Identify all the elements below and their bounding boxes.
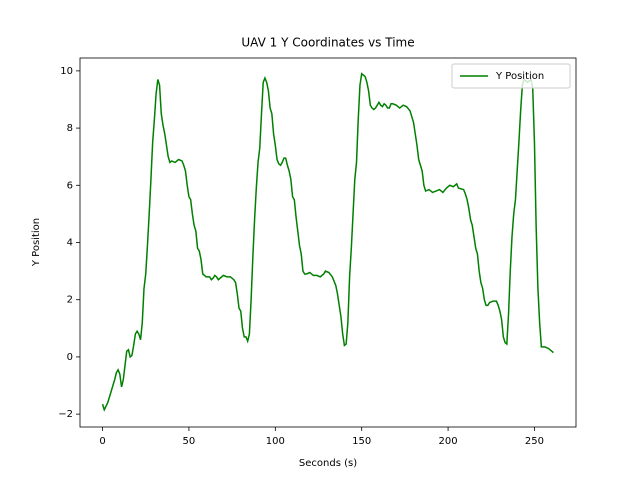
y-tick-label: 8 bbox=[67, 123, 73, 134]
x-tick-label: 50 bbox=[183, 436, 196, 447]
chart-title: UAV 1 Y Coordinates vs Time bbox=[241, 36, 414, 50]
y-tick-label: −2 bbox=[58, 409, 73, 420]
x-tick-label: 100 bbox=[266, 436, 285, 447]
y-tick-label: 6 bbox=[67, 180, 73, 191]
x-tick-label: 200 bbox=[439, 436, 458, 447]
data-line bbox=[101, 72, 554, 412]
x-tick-label: 250 bbox=[525, 436, 544, 447]
x-tick-label: 0 bbox=[99, 436, 105, 447]
y-axis-label: Y Position bbox=[31, 218, 42, 267]
legend-label: Y Position bbox=[495, 71, 544, 82]
x-tick-label: 150 bbox=[352, 436, 371, 447]
y-tick-label: 0 bbox=[67, 352, 73, 363]
axes-frame bbox=[79, 57, 577, 428]
x-axis-label: Seconds (s) bbox=[299, 458, 357, 469]
y-tick-label: 10 bbox=[60, 66, 73, 77]
y-tick-label: 2 bbox=[67, 295, 73, 306]
legend-box bbox=[451, 63, 571, 89]
y-tick-label: 4 bbox=[67, 238, 73, 249]
